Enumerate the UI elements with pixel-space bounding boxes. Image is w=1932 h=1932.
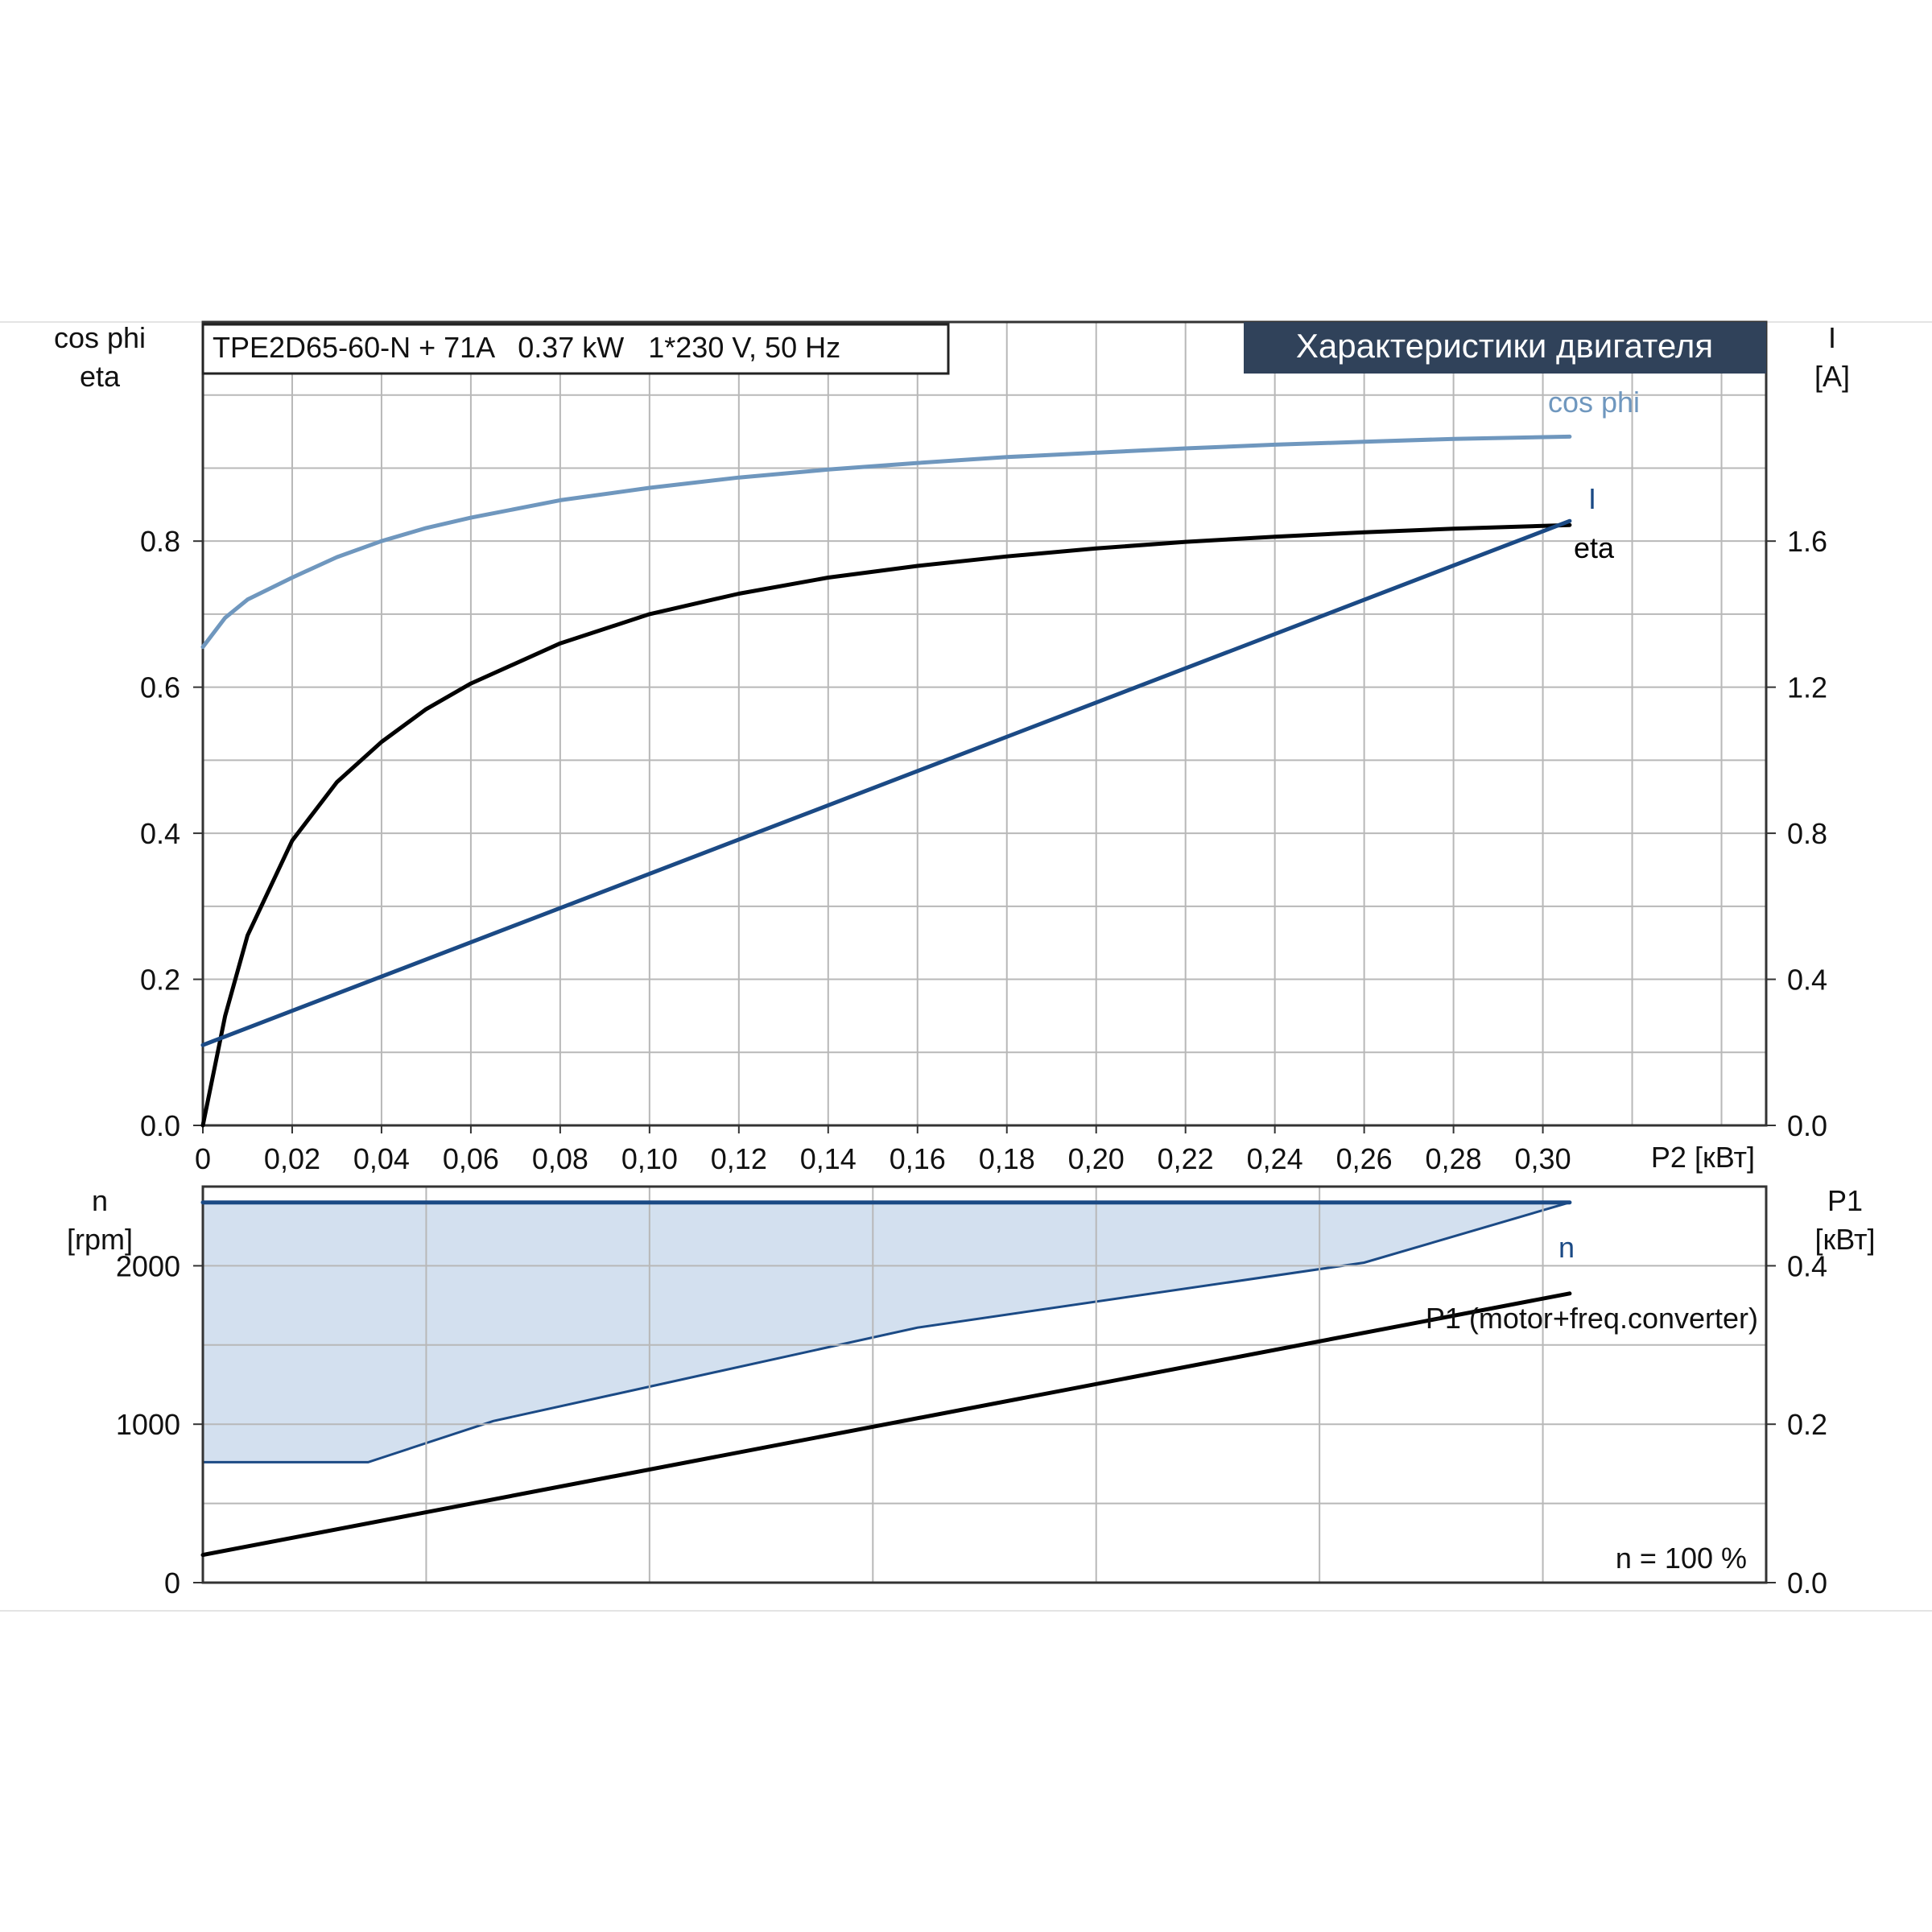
top-x-tick-label: 0,18	[979, 1142, 1035, 1175]
series-label-p1: P1 (motor+freq.converter)	[1426, 1302, 1758, 1335]
top-left-tick-label: 0.0	[140, 1109, 180, 1142]
bottom-right-tick-label: 0.0	[1787, 1567, 1827, 1600]
series-line-cos-phi	[200, 434, 1572, 650]
top-x-tick-label: 0,08	[532, 1142, 588, 1175]
bottom-left-tick-labels: 0 1000 2000	[116, 1249, 203, 1600]
top-x-tick-label: 0,06	[443, 1142, 499, 1175]
top-left-tick-labels: 0.0 0.2 0.4 0.6 0.8	[140, 525, 203, 1142]
top-x-tick-label: 0,02	[264, 1142, 320, 1175]
top-left-tick-label: 0.4	[140, 817, 180, 850]
top-right-tick-label: 1.6	[1787, 525, 1827, 558]
series-label-cosphi: cos phi	[1548, 386, 1640, 419]
series-line-i	[200, 518, 1572, 1047]
banner-title: Характеристики двигателя	[1296, 327, 1713, 365]
speed-range-band	[203, 1201, 1571, 1463]
top-x-tick-label: 0,28	[1426, 1142, 1482, 1175]
x-axis-label: P2 [кВт]	[1651, 1141, 1755, 1174]
speed-annotation: n = 100 %	[1616, 1542, 1747, 1575]
bottom-left-tick-label: 1000	[116, 1408, 180, 1441]
top-x-tick-label: 0,26	[1336, 1142, 1393, 1175]
banner-box	[1244, 322, 1766, 374]
top-grid	[202, 322, 1766, 1125]
chart-title: TPE2D65-60-N + 71A 0.37 kW 1*230 V, 50 H…	[213, 331, 840, 364]
bottom-left-tick-label: 2000	[116, 1249, 180, 1282]
top-right-tick-label: 0.0	[1787, 1109, 1827, 1142]
top-left-tick-label: 0.2	[140, 964, 180, 997]
bottom-right-axis-label-unit: [кВт]	[1814, 1223, 1875, 1256]
speed-band-lower-edge	[203, 1201, 1571, 1463]
top-left-tick-label: 0.8	[140, 525, 180, 558]
bottom-right-tick-label: 0.4	[1787, 1249, 1827, 1282]
top-series	[200, 434, 1572, 1128]
top-x-tick-label: 0,16	[890, 1142, 946, 1175]
top-right-tick-label: 1.2	[1787, 671, 1827, 704]
bottom-series	[200, 1200, 1572, 1558]
bottom-left-axis-label-n: n	[92, 1184, 108, 1217]
top-x-tick-label: 0,24	[1247, 1142, 1303, 1175]
bottom-left-tick-label: 0	[164, 1567, 180, 1600]
right-axis-label-unit: [A]	[1814, 360, 1850, 393]
top-x-tick-labels: 0 0,02 0,04 0,06 0,08 0,10 0,12 0,14 0,16 0,18 0,2…	[195, 1125, 1571, 1175]
speed-band-fill	[203, 1202, 1570, 1463]
series-label-n: n	[1558, 1231, 1575, 1264]
left-axis-label-cosphi: cos phi	[54, 321, 146, 354]
bottom-plot-frame	[201, 1185, 1768, 1584]
left-axis-label-eta: eta	[80, 360, 121, 393]
top-right-tick-label: 0.8	[1787, 817, 1827, 850]
right-axis-label-i: I	[1828, 321, 1836, 354]
bottom-right-tick-labels: 0.0 0.2 0.4	[1766, 1249, 1827, 1600]
bottom-right-tick-label: 0.2	[1787, 1408, 1827, 1441]
series-label-eta: eta	[1574, 531, 1615, 564]
top-x-tick-label: 0	[195, 1142, 211, 1175]
series-label-i: I	[1588, 482, 1596, 515]
top-left-tick-label: 0.6	[140, 671, 180, 704]
top-x-tick-label: 0,22	[1158, 1142, 1214, 1175]
top-x-tick-label: 0,04	[353, 1142, 410, 1175]
bottom-chart: 0 1000 2000 0.0 0.2 0.4 n [rpm] P1 [кВт] n P…	[67, 1184, 1876, 1600]
top-right-tick-labels: 0.0 0.4 0.8 1.2 1.6	[1766, 525, 1827, 1142]
top-right-tick-label: 0.4	[1787, 964, 1827, 997]
top-chart: 0 0,02 0,04 0,06 0,08 0,10 0,12 0,14 0,16 0,18 0,2…	[54, 320, 1850, 1175]
bottom-grid	[203, 1187, 1766, 1583]
top-x-tick-label: 0,30	[1515, 1142, 1571, 1175]
top-plot-frame	[201, 320, 1768, 1127]
top-x-tick-label: 0,10	[621, 1142, 678, 1175]
bottom-right-axis-label-p1: P1	[1827, 1184, 1863, 1217]
top-x-tick-label: 0,20	[1068, 1142, 1125, 1175]
top-x-tick-label: 0,12	[711, 1142, 767, 1175]
series-line-p1	[200, 1291, 1572, 1558]
series-line-eta	[200, 522, 1572, 1128]
top-x-tick-label: 0,14	[800, 1142, 857, 1175]
bottom-left-axis-label-unit: [rpm]	[67, 1223, 133, 1256]
title-box	[201, 323, 950, 375]
